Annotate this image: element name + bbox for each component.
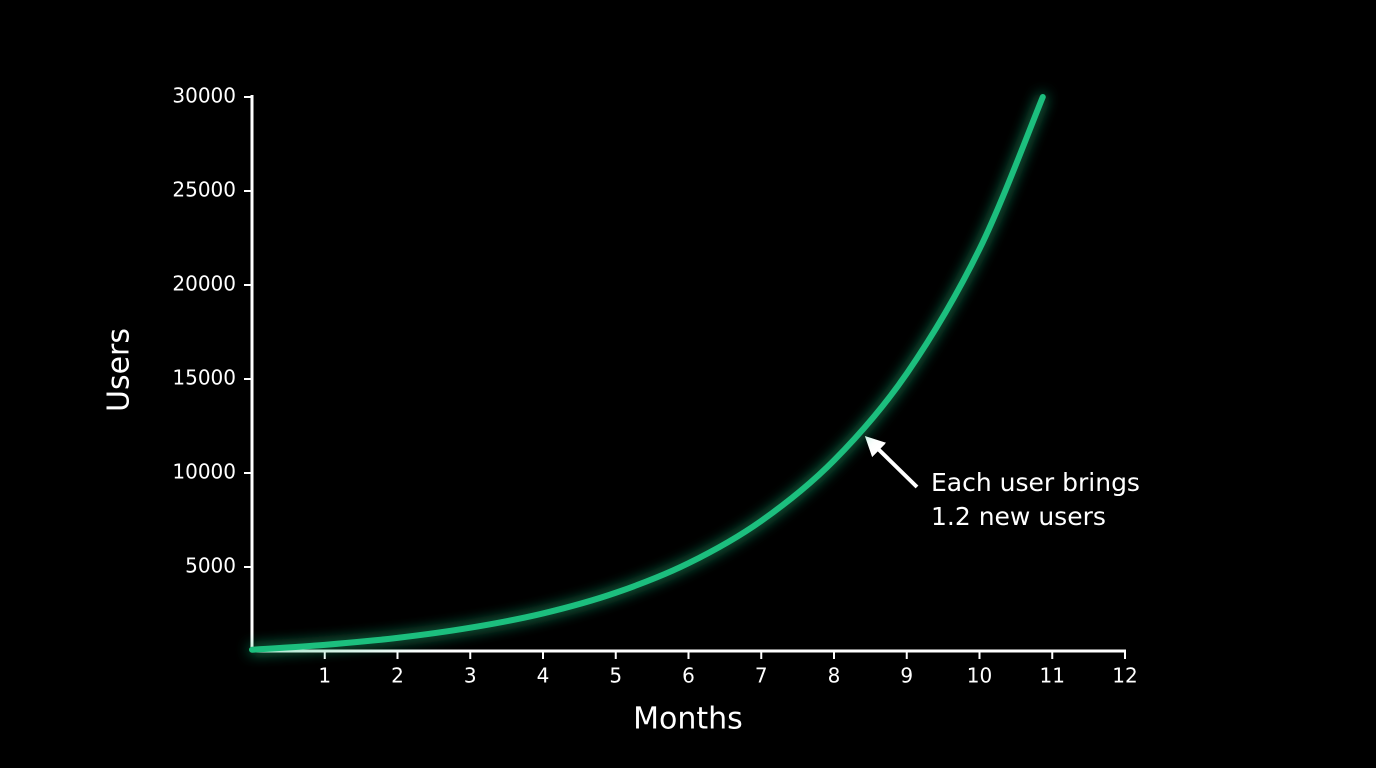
y-tick-label: 25000	[172, 178, 236, 202]
x-tick-label: 8	[828, 664, 841, 688]
x-tick-label: 11	[1040, 664, 1065, 688]
x-tick-label: 12	[1112, 664, 1137, 688]
annotation-line: Each user brings	[931, 468, 1140, 497]
annotation-line: 1.2 new users	[931, 502, 1106, 531]
x-tick-label: 6	[682, 664, 695, 688]
x-tick-label: 2	[391, 664, 404, 688]
y-tick-label: 20000	[172, 272, 236, 296]
annotation-arrow	[864, 436, 919, 489]
x-tick-label: 3	[464, 664, 477, 688]
x-tick-label: 9	[900, 664, 913, 688]
x-tick-label: 1	[318, 664, 331, 688]
y-tick-label: 30000	[172, 84, 236, 108]
y-tick-label: 5000	[185, 554, 236, 578]
x-tick-label: 10	[967, 664, 992, 688]
x-tick-label: 7	[755, 664, 768, 688]
x-tick-label: 5	[609, 664, 622, 688]
y-tick-label: 10000	[172, 460, 236, 484]
x-axis-title: Months	[633, 702, 743, 737]
x-tick-label: 4	[537, 664, 550, 688]
y-tick-label: 15000	[172, 366, 236, 390]
y-axis-title: Users	[102, 328, 137, 412]
line-series	[249, 94, 1046, 653]
